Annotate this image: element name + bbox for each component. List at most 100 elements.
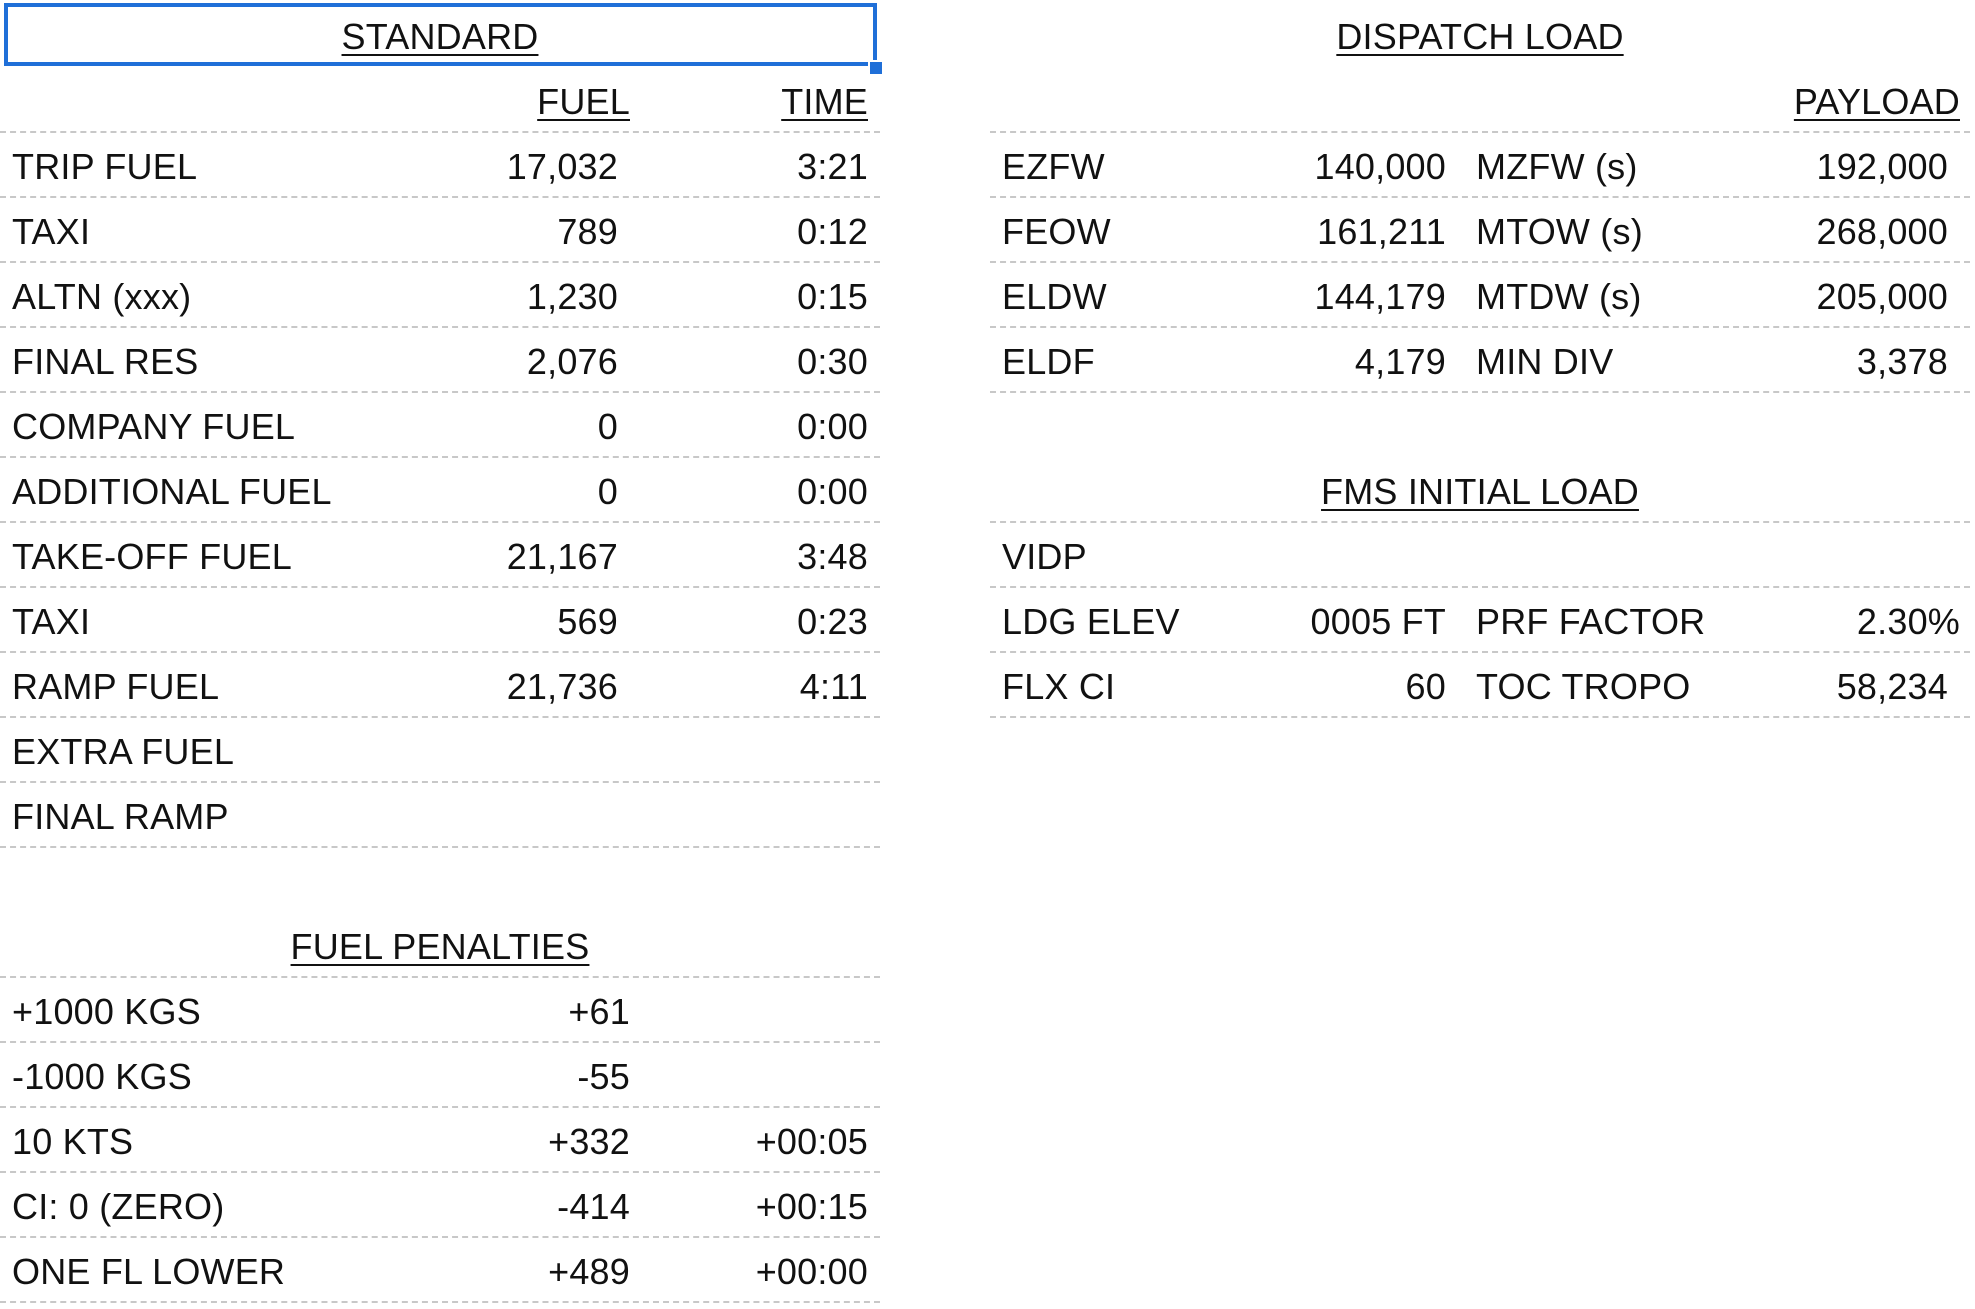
row-fuel-value[interactable]: 2,076 xyxy=(526,341,618,382)
row-time-value[interactable]: +00:00 xyxy=(755,1251,868,1292)
dispatch-label-2[interactable]: MTOW (s) xyxy=(1476,211,1643,252)
fms-value-2[interactable] xyxy=(1690,523,1960,586)
row-time-value[interactable]: 0:12 xyxy=(797,211,868,252)
dispatch-value-2[interactable]: 3,378 xyxy=(1856,341,1948,382)
dispatch-value-2[interactable]: 192,000 xyxy=(1816,146,1948,187)
row-time-value[interactable] xyxy=(650,718,868,781)
dispatch-value-1[interactable]: 161,211 xyxy=(1317,211,1446,252)
dispatch-label-2[interactable]: MIN DIV xyxy=(1476,341,1614,382)
fms-value-2[interactable]: 58,234 xyxy=(1836,666,1948,707)
row-time-value[interactable] xyxy=(650,978,868,1041)
standard-title-row: STANDARD xyxy=(0,3,880,68)
dispatch-value-1[interactable]: 144,179 xyxy=(1314,276,1446,317)
row-label[interactable]: -1000 KGS xyxy=(12,1056,192,1097)
dispatch-label-1[interactable]: ELDF xyxy=(1002,341,1095,382)
fms-value-2[interactable]: 2.30% xyxy=(1856,601,1960,642)
row-label[interactable]: TRIP FUEL xyxy=(12,146,198,187)
fms-label-2[interactable]: PRF FACTOR xyxy=(1476,601,1706,642)
table-row: FEOW 161,211 MTOW (s) 268,000 xyxy=(990,198,1970,263)
row-time-value[interactable]: +00:15 xyxy=(755,1186,868,1227)
dispatch-label-1[interactable]: FEOW xyxy=(1002,211,1111,252)
fms-label-1[interactable]: VIDP xyxy=(1002,536,1087,577)
table-row: RAMP FUEL 21,736 4:11 xyxy=(0,653,880,718)
row-fuel-value[interactable]: 21,736 xyxy=(506,666,618,707)
row-time-value[interactable]: 4:11 xyxy=(799,666,868,707)
row-label[interactable]: FINAL RES xyxy=(12,341,199,382)
row-fuel-value[interactable]: 0 xyxy=(597,471,618,512)
payload-column-header[interactable]: PAYLOAD xyxy=(1793,81,1960,122)
row-time-value[interactable]: 3:48 xyxy=(797,536,868,577)
dispatch-value-2[interactable]: 205,000 xyxy=(1816,276,1948,317)
dispatch-value-1[interactable]: 4,179 xyxy=(1354,341,1446,382)
row-label[interactable]: CI: 0 (ZERO) xyxy=(12,1186,225,1227)
row-label[interactable]: EXTRA FUEL xyxy=(12,731,235,772)
row-fuel-value[interactable]: 1,230 xyxy=(526,276,618,317)
row-time-value[interactable]: 3:21 xyxy=(797,146,868,187)
table-row: FINAL RAMP xyxy=(0,783,880,848)
selected-cell-outline[interactable] xyxy=(4,3,877,66)
row-label[interactable]: ONE FL LOWER xyxy=(12,1251,286,1292)
table-row: CI: 0 (ZERO) -414 +00:15 xyxy=(0,1173,880,1238)
fms-label-1[interactable]: LDG ELEV xyxy=(1002,601,1180,642)
fms-value-1[interactable] xyxy=(1180,523,1446,586)
row-time-value[interactable]: 0:30 xyxy=(797,341,868,382)
standard-title[interactable]: STANDARD xyxy=(341,16,539,57)
table-row: ELDW 144,179 MTDW (s) 205,000 xyxy=(990,263,1970,328)
row-fuel-value[interactable]: 789 xyxy=(557,211,618,252)
fms-label-1[interactable]: FLX CI xyxy=(1002,666,1116,707)
dispatch-value-2[interactable]: 268,000 xyxy=(1816,211,1948,252)
row-fuel-value[interactable]: -414 xyxy=(557,1186,630,1227)
time-column-header[interactable]: TIME xyxy=(781,81,868,122)
table-row: 10 KTS +332 +00:05 xyxy=(0,1108,880,1173)
row-fuel-value[interactable]: 17,032 xyxy=(506,146,618,187)
row-time-value[interactable]: 0:23 xyxy=(797,601,868,642)
row-label[interactable]: ADDITIONAL FUEL xyxy=(12,471,332,512)
table-row: EZFW 140,000 MZFW (s) 192,000 xyxy=(990,133,1970,198)
dispatch-label-1[interactable]: ELDW xyxy=(1002,276,1107,317)
dispatch-label-1[interactable]: EZFW xyxy=(1002,146,1105,187)
row-fuel-value[interactable] xyxy=(380,783,618,846)
dispatch-header-row: PAYLOAD xyxy=(990,68,1970,133)
row-fuel-value[interactable]: -55 xyxy=(577,1056,630,1097)
row-label[interactable]: +1000 KGS xyxy=(12,991,201,1032)
row-label[interactable]: 10 KTS xyxy=(12,1121,134,1162)
row-label[interactable]: ALTN (xxx) xyxy=(12,276,192,317)
row-label[interactable]: RAMP FUEL xyxy=(12,666,220,707)
table-row: TAXI 569 0:23 xyxy=(0,588,880,653)
dispatch-load-title[interactable]: DISPATCH LOAD xyxy=(1336,16,1624,57)
dispatch-value-1[interactable]: 140,000 xyxy=(1314,146,1446,187)
row-time-value[interactable]: 0:15 xyxy=(797,276,868,317)
row-label[interactable]: COMPANY FUEL xyxy=(12,406,296,447)
row-time-value[interactable]: 0:00 xyxy=(797,406,868,447)
row-label[interactable]: TAXI xyxy=(12,211,91,252)
row-fuel-value[interactable]: +332 xyxy=(548,1121,630,1162)
fms-value-1[interactable]: 60 xyxy=(1405,666,1446,707)
row-label[interactable]: FINAL RAMP xyxy=(12,796,229,837)
table-row: ELDF 4,179 MIN DIV 3,378 xyxy=(990,328,1970,393)
row-time-value[interactable] xyxy=(650,1043,868,1106)
row-time-value[interactable]: +00:05 xyxy=(755,1121,868,1162)
fms-value-1[interactable]: 0005 FT xyxy=(1310,601,1446,642)
fuel-column-header[interactable]: FUEL xyxy=(537,81,630,122)
row-label[interactable]: TAXI xyxy=(12,601,91,642)
row-label[interactable]: TAKE-OFF FUEL xyxy=(12,536,292,577)
row-fuel-value[interactable]: 0 xyxy=(597,406,618,447)
table-row: ADDITIONAL FUEL 0 0:00 xyxy=(0,458,880,523)
row-fuel-value[interactable]: 569 xyxy=(557,601,618,642)
row-fuel-value[interactable]: +489 xyxy=(548,1251,630,1292)
fms-initial-load-title[interactable]: FMS INITIAL LOAD xyxy=(1321,471,1639,512)
dispatch-label-2[interactable]: MTDW (s) xyxy=(1476,276,1642,317)
fuel-penalties-title[interactable]: FUEL PENALTIES xyxy=(290,926,590,967)
table-row: ONE FL LOWER +489 +00:00 xyxy=(0,1238,880,1303)
row-fuel-value[interactable]: 21,167 xyxy=(506,536,618,577)
row-fuel-value[interactable]: +61 xyxy=(568,991,630,1032)
row-time-value[interactable]: 0:00 xyxy=(797,471,868,512)
row-time-value[interactable] xyxy=(650,783,868,846)
fms-label-2[interactable]: TOC TROPO xyxy=(1476,666,1691,707)
fill-handle[interactable] xyxy=(868,60,884,76)
row-fuel-value[interactable] xyxy=(380,718,618,781)
standard-header-row: FUEL TIME xyxy=(0,68,880,133)
table-row: TAXI 789 0:12 xyxy=(0,198,880,263)
dispatch-label-2[interactable]: MZFW (s) xyxy=(1476,146,1638,187)
